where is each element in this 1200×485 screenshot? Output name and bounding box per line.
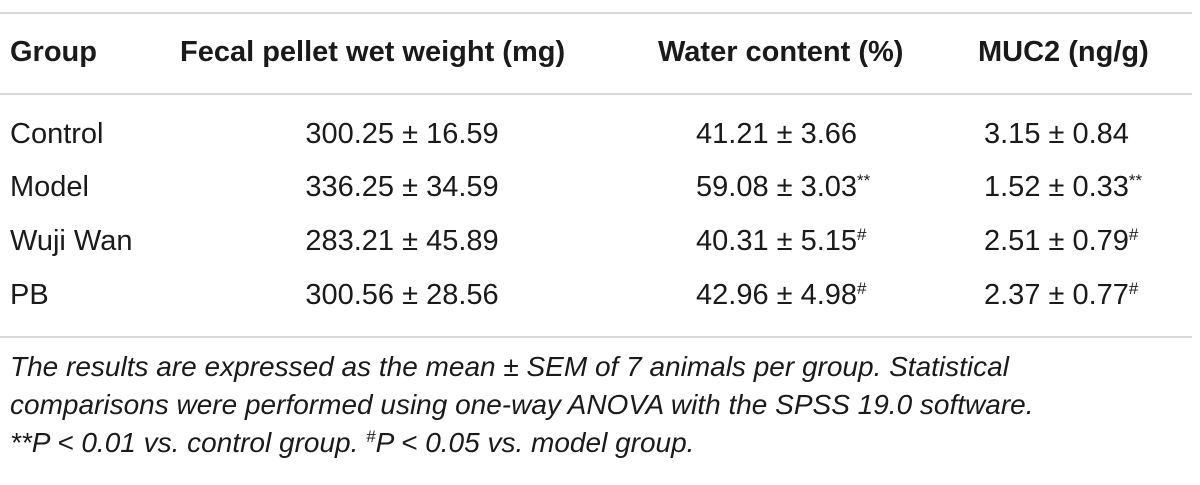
cell-water-value: 42.96 ± 4.98 [696, 279, 858, 311]
cell-muc-value: 3.15 ± 0.84 [984, 118, 1129, 150]
cell-muc-marker: # [1128, 279, 1139, 298]
cell-muc-value: 1.52 ± 0.33 [984, 171, 1129, 203]
cell-muc: 2.51 ± 0.79# [984, 219, 1196, 263]
header-fecal-weight: Fecal pellet wet weight (mg) [180, 36, 566, 68]
cell-group: PB [10, 279, 49, 311]
header-rule [0, 93, 1192, 95]
cell-muc-marker: # [1128, 225, 1139, 244]
cell-muc-value: 2.51 ± 0.79 [984, 225, 1129, 257]
table-footnote: The results are expressed as the mean ± … [10, 348, 1190, 462]
cell-weight: 283.21 ± 45.89 [305, 225, 499, 257]
footnote-significance-control: **P < 0.01 vs. control group. [10, 427, 367, 458]
cell-weight: 300.25 ± 16.59 [305, 118, 499, 150]
cell-water: 41.21 ± 3.66 [696, 112, 980, 156]
cell-muc-marker: ** [1128, 171, 1143, 190]
cell-muc: 2.37 ± 0.77# [984, 273, 1196, 317]
header-muc2: MUC2 (ng/g) [978, 36, 1149, 68]
cell-water-value: 40.31 ± 5.15 [696, 225, 858, 257]
cell-group: Control [10, 118, 104, 150]
cell-muc: 3.15 ± 0.84 [984, 112, 1196, 156]
footnote-line-3: **P < 0.01 vs. control group. #P < 0.05 … [10, 424, 1190, 462]
table-row: Control 300.25 ± 16.59 41.21 ± 3.66 3.15… [0, 112, 1200, 156]
bottom-rule [0, 336, 1192, 338]
table-row: Model 336.25 ± 34.59 59.08 ± 3.03** 1.52… [0, 165, 1200, 209]
table-header-row: Group Fecal pellet wet weight (mg) Water… [0, 30, 1200, 74]
footnote-hash-marker: # [366, 427, 376, 446]
cell-muc-value: 2.37 ± 0.77 [984, 279, 1129, 311]
cell-water-marker: # [857, 225, 867, 244]
cell-water-value: 41.21 ± 3.66 [696, 118, 858, 150]
header-water-content: Water content (%) [658, 36, 904, 68]
footnote-significance-model: P < 0.05 vs. model group. [375, 427, 695, 458]
cell-muc: 1.52 ± 0.33** [984, 165, 1196, 209]
header-group: Group [10, 36, 97, 68]
cell-water-value: 59.08 ± 3.03 [696, 171, 858, 203]
cell-water-marker: # [857, 279, 867, 298]
cell-group: Model [10, 171, 89, 203]
table-row: Wuji Wan 283.21 ± 45.89 40.31 ± 5.15# 2.… [0, 219, 1200, 263]
cell-water-marker: ** [857, 171, 871, 190]
footnote-line-2: comparisons were performed using one-way… [10, 389, 1034, 420]
footnote-line-1: The results are expressed as the mean ± … [10, 351, 1009, 382]
cell-water: 59.08 ± 3.03** [696, 165, 980, 209]
cell-weight: 336.25 ± 34.59 [305, 171, 499, 203]
cell-water: 40.31 ± 5.15# [696, 219, 980, 263]
cell-weight: 300.56 ± 28.56 [305, 279, 499, 311]
top-rule [0, 12, 1192, 14]
cell-water: 42.96 ± 4.98# [696, 273, 980, 317]
cell-group: Wuji Wan [10, 225, 133, 257]
table-row: PB 300.56 ± 28.56 42.96 ± 4.98# 2.37 ± 0… [0, 273, 1200, 317]
